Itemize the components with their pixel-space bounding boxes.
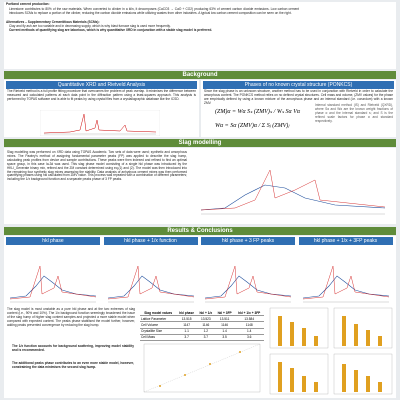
table-header: Slag model values <box>140 310 177 317</box>
table-cell: Cell Volume <box>140 321 177 329</box>
body-text: Slag modelling was performed on XRD data… <box>7 150 187 182</box>
table-header: hkl + 1/x <box>196 310 215 317</box>
table-cell: Crystallite Size <box>140 328 177 335</box>
xrd-figure <box>40 110 160 136</box>
body-text: The slag model is most unstable as a pur… <box>7 307 135 327</box>
conclusion: The additional peaks phase contributes t… <box>12 361 134 369</box>
table-cell: 1.2 <box>196 328 215 335</box>
table-cell: 13.511 <box>214 315 235 323</box>
table-cell: 1.4 <box>214 328 235 335</box>
table-cell: 3.6 <box>234 334 264 341</box>
alt-bullet: Clay and fly ash are too variable and in… <box>9 24 171 28</box>
panel-title: Phases of no known crystal structure (PO… <box>203 81 394 89</box>
table-cell: Lattice Parameter <box>140 315 177 323</box>
stability-figure <box>143 343 261 393</box>
results-table: Slag model values hkl phase hkl + 1/x hkl +… <box>140 310 264 341</box>
panel-title: Quantitative XRD and Rietveld Analysis <box>6 81 197 89</box>
panel-title: hkl phase <box>6 237 100 245</box>
equation: Wα = Sα (ZMV)α / Σ Sⱼ (ZMV)ⱼ <box>215 123 290 129</box>
table-cell: 3.5 <box>214 334 235 341</box>
table-header: hkl phase <box>176 310 197 317</box>
table-cell: 3.7 <box>196 334 215 341</box>
equation: (ZM)α = Wα Sₛ (ZMV)ₛ / Wₛ Sα Vα <box>215 109 301 115</box>
table-cell: 1.4 <box>234 328 264 335</box>
table-cell: 1146 <box>214 321 235 329</box>
table-cell: 1148 <box>234 321 264 329</box>
table-cell: Cell Mass <box>140 334 177 341</box>
body-text: Since the slag phase is an unknown struc… <box>204 89 393 105</box>
table-cell: 1146 <box>196 321 215 329</box>
table-row: Cell Volume 1147 1146 1146 1148 <box>140 321 264 329</box>
intro-heading: Portland cement production: <box>6 2 50 6</box>
intro-box <box>4 2 396 69</box>
fit-figure <box>6 246 100 306</box>
slag-figure <box>195 150 393 222</box>
table-row: Crystallite Size 1.1 1.2 1.4 1.4 <box>140 328 264 335</box>
fit-figure <box>103 246 198 306</box>
table-row: Slag model values hkl phase hkl + 1/x hkl +… <box>140 310 264 317</box>
fit-figure <box>298 246 393 306</box>
table-header: hkl + 3FP <box>214 310 235 317</box>
panel-title: hkl phase + 1/x function <box>103 237 198 245</box>
panel-title: hkl phase + 3 FP peaks <box>201 237 295 245</box>
equation-note: Internal standard method (IS) and Rietve… <box>315 103 393 123</box>
section-header: Slag modelling <box>4 139 396 147</box>
table-row: Cell Mass 3.7 3.7 3.5 3.6 <box>140 334 264 341</box>
bar-figures <box>269 307 393 395</box>
alt-bullet: Current methods of quantifying slag are … <box>9 28 213 32</box>
section-header: Background <box>4 71 396 79</box>
section-header: Results & Conclusions <box>4 227 396 235</box>
intro-bullet: Limestone contributes to 80% of the raw … <box>9 7 299 15</box>
panel <box>201 80 396 137</box>
body-text: The Rietveld method is a full profile fi… <box>7 89 196 101</box>
table-cell: 13.515 <box>176 315 197 323</box>
table-cell: 3.7 <box>176 334 197 341</box>
table-row: Lattice Parameter 13.515 13.523 13.511 13.58… <box>140 315 264 323</box>
table-header: hkl + 1/x + 3FP <box>234 310 264 317</box>
panel-title: hkl phase + 1/x + 3FP peaks <box>298 237 393 245</box>
table-cell: 1147 <box>176 321 197 329</box>
alt-heading: Alternatives – Supplementary Cementitiou… <box>6 20 100 24</box>
conclusion: The 1/x function accounts for background… <box>12 344 134 352</box>
table-cell: 1.1 <box>176 328 197 335</box>
fit-figure <box>201 246 295 306</box>
table-cell: 13.584 <box>234 315 264 323</box>
table-cell: 13.523 <box>196 315 215 323</box>
